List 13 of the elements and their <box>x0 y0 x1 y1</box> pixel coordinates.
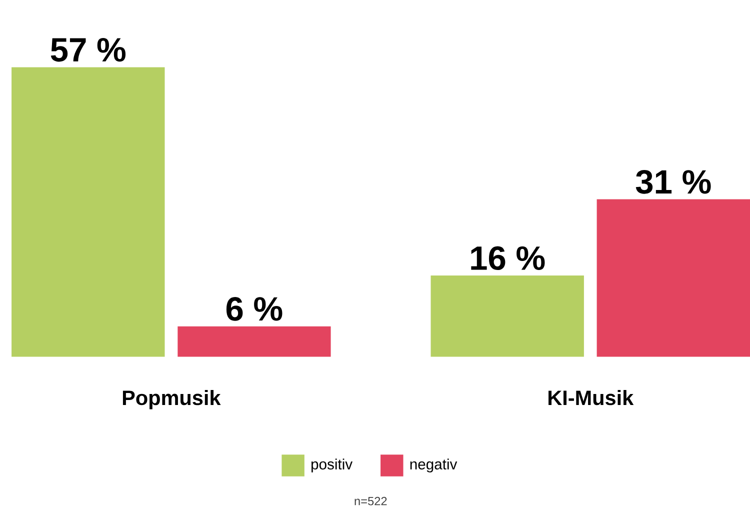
x-tick-label: Popmusik <box>122 390 221 410</box>
x-tick-label: KI-Musik <box>548 390 634 406</box>
data-label: 6 % <box>226 297 282 321</box>
bar <box>178 326 331 357</box>
legend-label: negativ <box>410 458 458 472</box>
data-label: 31 % <box>636 170 711 194</box>
text: n=522 <box>354 496 387 506</box>
data-label: 57 % <box>50 38 126 62</box>
data-label: 16 % <box>471 246 545 270</box>
bar <box>430 276 584 357</box>
bar <box>596 199 750 357</box>
legend-label: positiv <box>312 458 353 472</box>
bar <box>12 67 165 357</box>
